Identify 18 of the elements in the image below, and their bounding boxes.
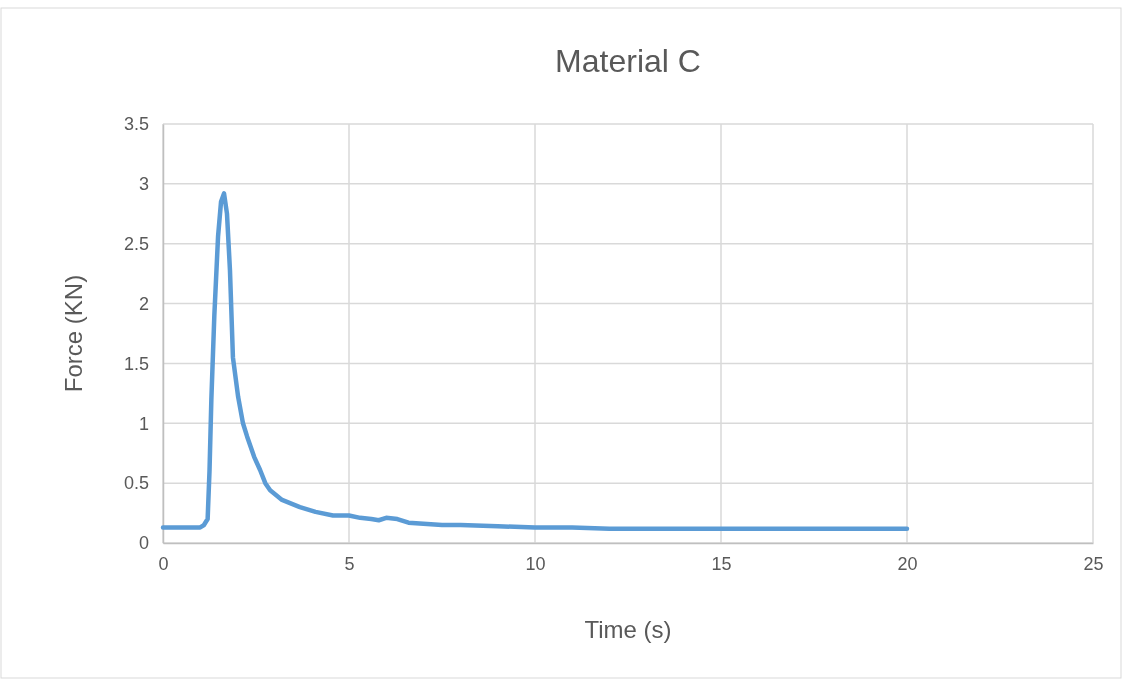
y-tick-label: 2 <box>138 293 149 314</box>
x-tick-label: 25 <box>1083 553 1104 574</box>
x-axis-title: Time (s) <box>584 616 672 643</box>
x-tick-label: 0 <box>158 553 169 574</box>
x-tick-label: 5 <box>344 553 355 574</box>
x-tick-label: 10 <box>525 553 546 574</box>
y-tick-label: 1.5 <box>123 353 149 374</box>
y-tick-label: 1 <box>138 413 149 434</box>
x-tick-label: 15 <box>711 553 732 574</box>
y-tick-label: 2.5 <box>123 233 149 254</box>
y-tick-label: 3.5 <box>123 114 149 135</box>
y-axis-title: Force (KN) <box>60 274 87 393</box>
y-tick-label: 3 <box>138 174 149 195</box>
y-tick-label: 0 <box>138 533 149 554</box>
line-series <box>160 191 910 531</box>
x-tick-label: 20 <box>897 553 918 574</box>
y-tick-label: 0.5 <box>123 473 149 494</box>
chart-title: Material C <box>555 43 701 79</box>
